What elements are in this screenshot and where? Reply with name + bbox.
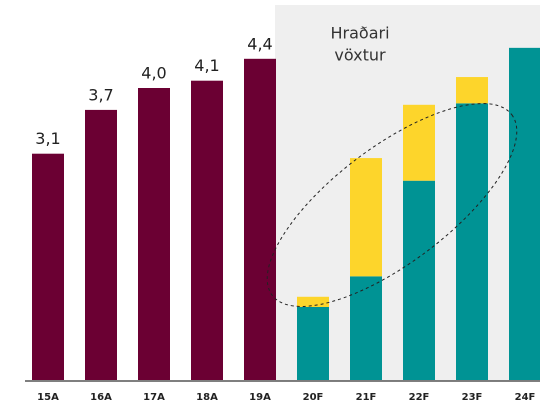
bar xyxy=(244,58,276,381)
bar xyxy=(138,88,170,380)
x-tick-label: 20F xyxy=(303,392,324,402)
value-label: 4,1 xyxy=(194,56,219,75)
x-tick-label: 18A xyxy=(196,392,218,402)
bar xyxy=(297,296,329,307)
x-tick-label: 16A xyxy=(90,392,112,402)
x-tick-label: 24F xyxy=(515,392,536,402)
bar xyxy=(456,103,488,380)
x-tick-label: 23F xyxy=(462,392,483,402)
x-tick-label: 15A xyxy=(37,392,59,402)
bar xyxy=(297,307,329,380)
bar xyxy=(509,47,540,380)
x-tick-label: 22F xyxy=(409,392,430,402)
bar xyxy=(403,180,435,380)
value-label: 3,1 xyxy=(35,129,60,148)
x-tick-label: 21F xyxy=(356,392,377,402)
highlight-ellipse xyxy=(266,103,518,307)
bar xyxy=(456,77,488,104)
x-tick-label: 17A xyxy=(143,392,165,402)
bar xyxy=(191,80,223,380)
bar xyxy=(403,104,435,181)
bar xyxy=(85,109,117,381)
bar xyxy=(350,158,382,277)
value-label: 4,0 xyxy=(141,64,166,83)
x-tick-label: 19A xyxy=(249,392,271,402)
value-label: 3,7 xyxy=(88,85,113,104)
value-label: 4,4 xyxy=(247,34,272,53)
bar xyxy=(32,153,64,380)
annotation: vöxtur xyxy=(334,46,386,65)
annotation: Hraðari xyxy=(330,24,389,43)
bar xyxy=(350,276,382,380)
